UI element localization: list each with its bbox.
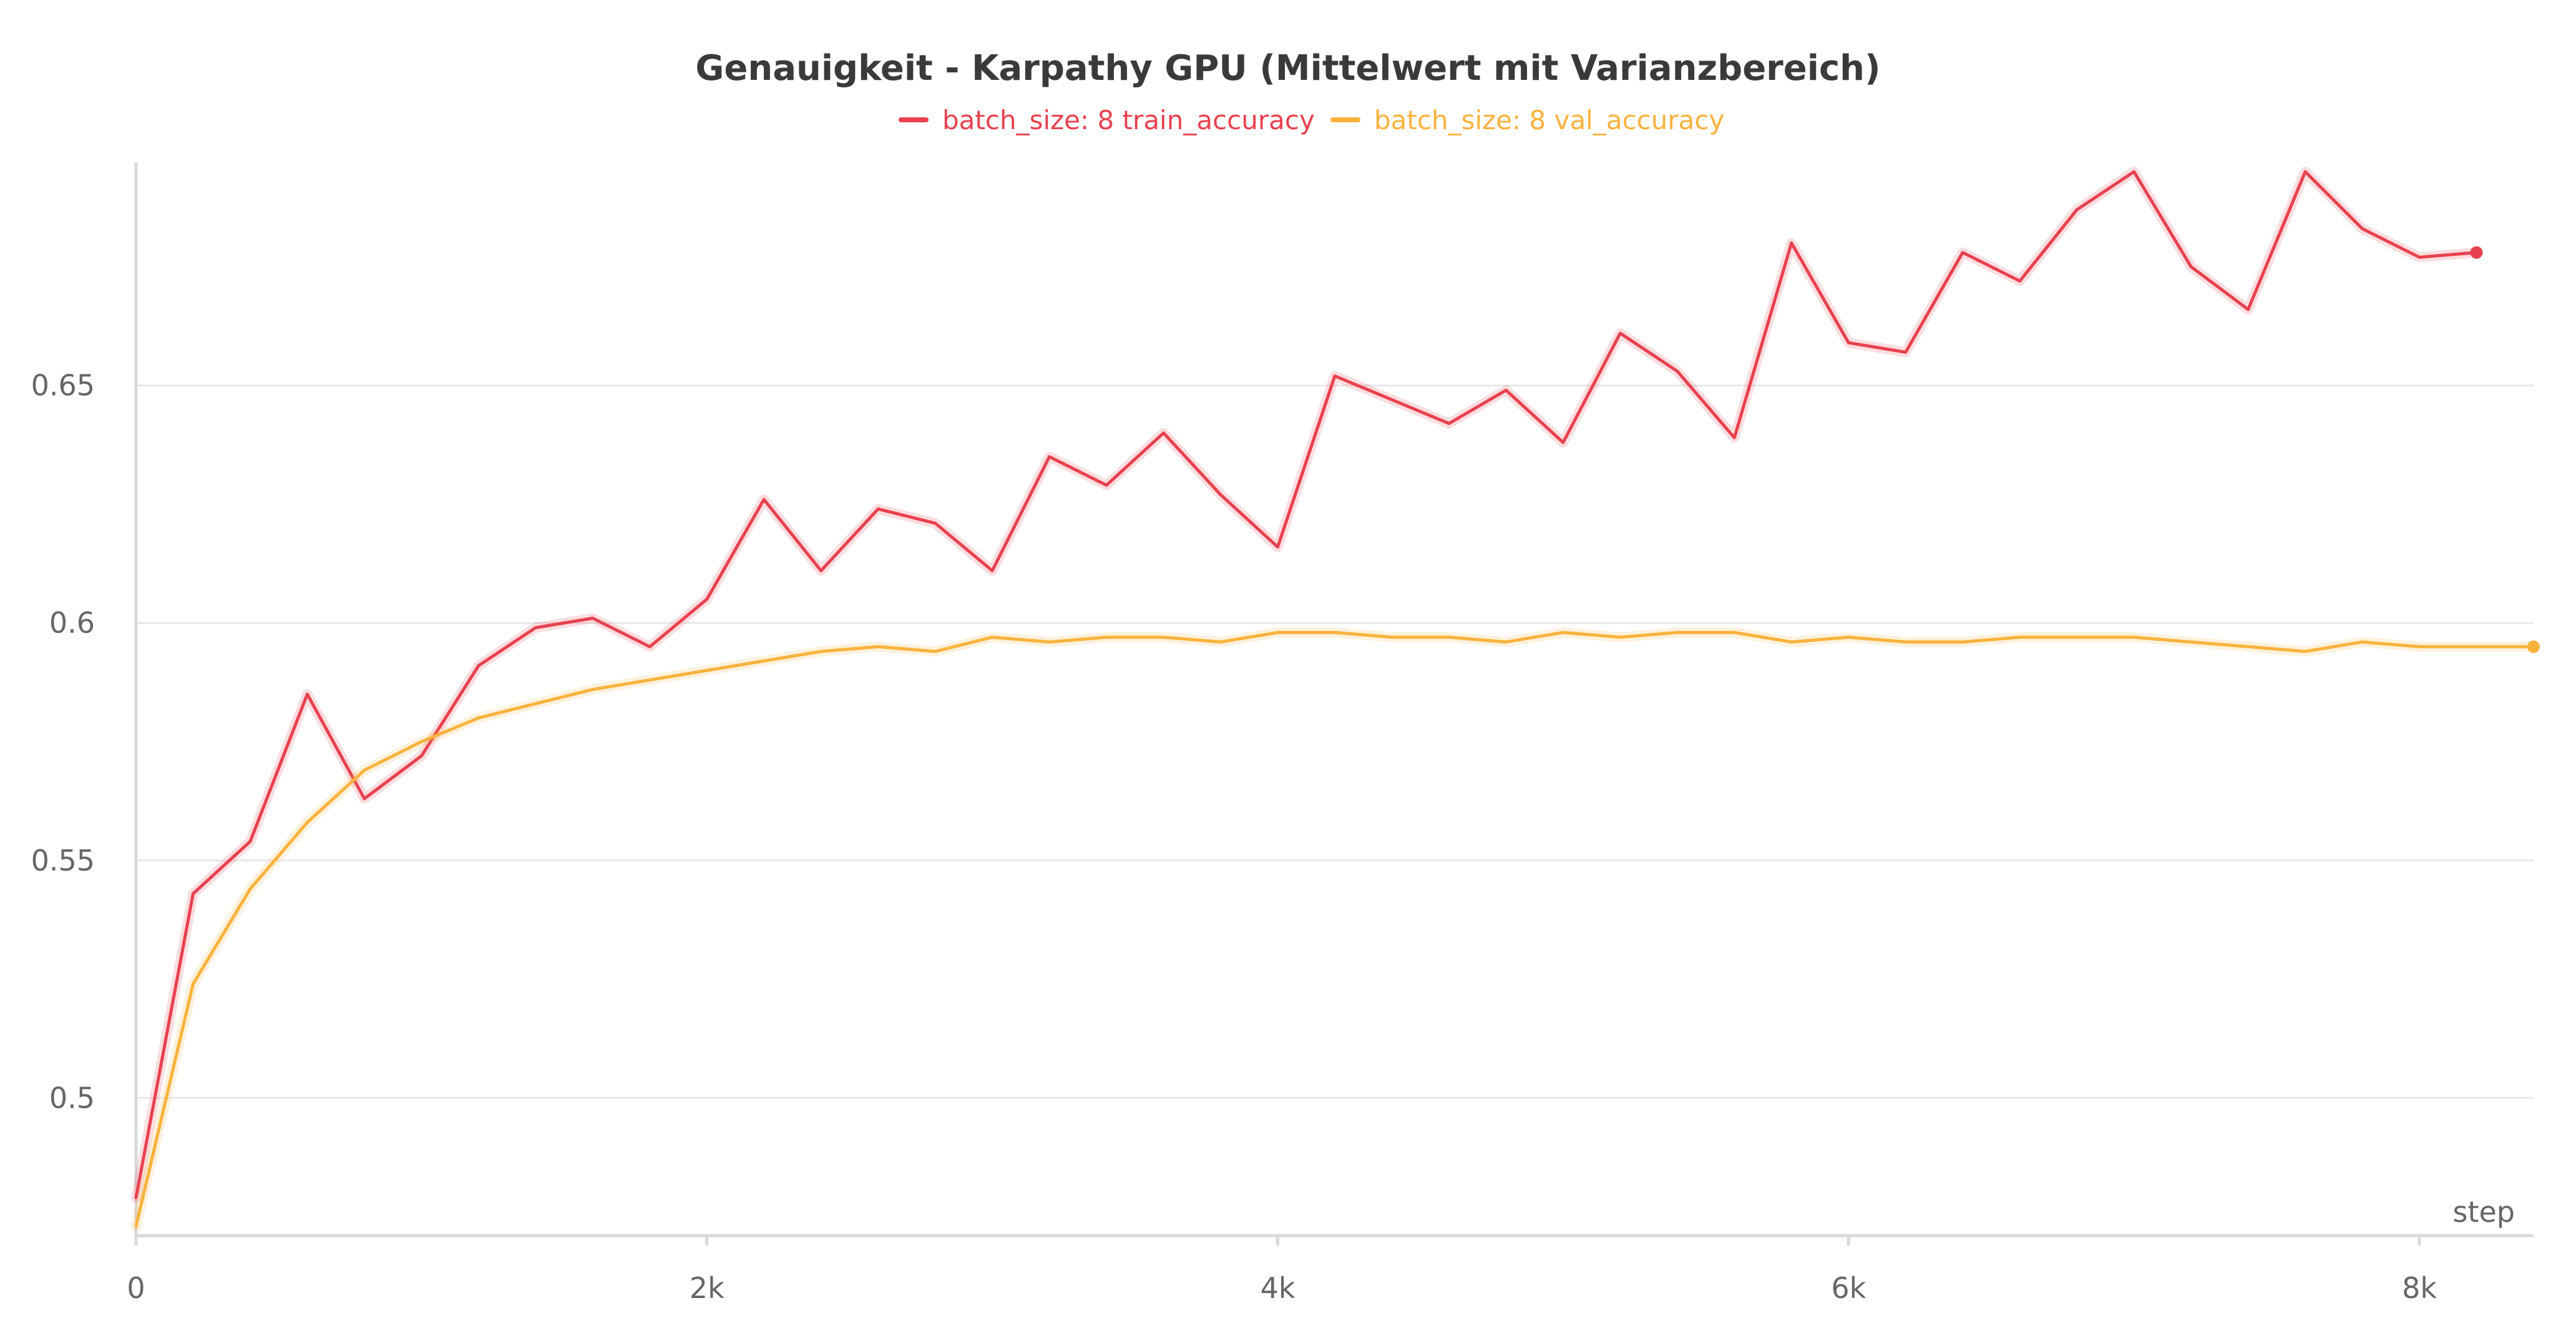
x-tick-label: 0 [127,1271,145,1305]
axes: 0.5 0.55 0.6 0.65 0 2k 4k 6k 8k [31,162,2534,1305]
legend-label-val: batch_size: 8 val_accuracy [1374,105,1724,135]
train-accuracy-variance-band [131,167,2482,1203]
train-accuracy-line [134,170,2478,1199]
chart-title: Genauigkeit - Karpathy GPU (Mittelwert m… [695,48,1880,89]
val-accuracy-variance-band [131,627,2539,1231]
x-tick-label: 6k [1831,1271,1866,1305]
y-tick-label: 0.55 [31,844,95,877]
plot-area [131,167,2540,1231]
legend-label-train: batch_size: 8 train_accuracy [942,105,1315,135]
legend: batch_size: 8 train_accuracy batch_size:… [899,105,1724,135]
x-axis-label: step [2452,1195,2515,1229]
val-accuracy-end-point [2527,640,2540,653]
grid [136,384,2534,1099]
y-tick-label: 0.6 [49,606,95,640]
val-accuracy-line [134,631,2535,1228]
y-tick-label: 0.65 [31,369,95,403]
x-tick-label: 8k [2402,1271,2437,1305]
x-tick-label: 2k [690,1271,724,1305]
train-accuracy-end-point [2470,246,2483,259]
x-tick-label: 4k [1261,1271,1295,1305]
y-tick-label: 0.5 [49,1081,95,1115]
